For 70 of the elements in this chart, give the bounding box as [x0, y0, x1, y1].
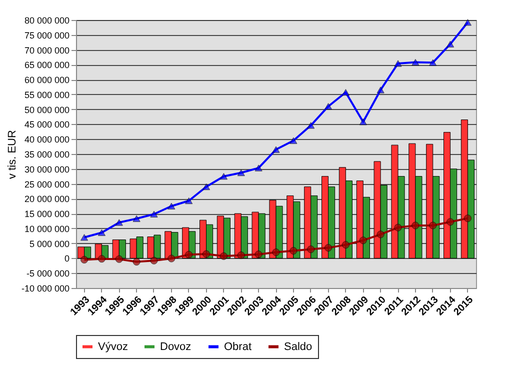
y-tick-label: 40 000 000: [24, 134, 70, 145]
legend-label: Obrat: [224, 340, 252, 353]
point: [98, 229, 106, 236]
point: [237, 251, 245, 260]
y-tick-label: 80 000 000: [24, 16, 70, 26]
y-tick-label: 5 000 000: [29, 238, 70, 249]
y-axis-title: v tis. EUR: [6, 130, 18, 179]
y-tick-label: 30 000 000: [24, 164, 70, 174]
point: [307, 122, 315, 129]
point: [132, 258, 140, 266]
point: [272, 248, 280, 256]
y-tick-label: 15 000 000: [24, 209, 70, 220]
point: [150, 256, 158, 264]
point: [254, 250, 262, 258]
y-tick-label: 10 000 000: [24, 224, 70, 234]
point: [324, 103, 332, 110]
point: [272, 146, 280, 153]
y-tick-label: 35 000 000: [24, 150, 70, 160]
point: [376, 230, 384, 238]
point: [394, 60, 402, 67]
point: [446, 218, 454, 226]
y-tick-label: 75 000 000: [24, 30, 70, 40]
y-tick-label: 60 000 000: [24, 75, 70, 86]
point: [429, 59, 437, 66]
point: [168, 254, 176, 262]
point: [342, 241, 350, 249]
point: [359, 236, 367, 244]
y-tick-label: 50 000 000: [24, 104, 70, 115]
point: [80, 256, 88, 264]
point: [359, 118, 367, 126]
point: [412, 222, 420, 230]
y-tick-label: 0: [64, 254, 70, 264]
point: [237, 169, 245, 176]
y-tick-label: -5 000 000: [26, 268, 70, 279]
legend-label: Saldo: [284, 340, 312, 353]
y-tick-label: 55 000 000: [24, 90, 70, 100]
point: [324, 244, 332, 252]
y-tick-label: -10 000 000: [21, 284, 70, 294]
point: [394, 224, 402, 232]
point: [132, 215, 140, 222]
point: [220, 252, 228, 260]
point: [412, 58, 420, 66]
point: [307, 246, 315, 254]
legend-label: Dovoz: [160, 340, 192, 353]
y-tick-label: 70 000 000: [24, 45, 70, 56]
point: [98, 255, 106, 263]
point: [185, 197, 193, 204]
point: [464, 214, 472, 222]
y-tick-label: 65 000 000: [24, 60, 70, 70]
point: [202, 250, 210, 258]
point: [80, 234, 88, 241]
point: [464, 19, 472, 26]
y-tick-label: 20 000 000: [24, 194, 70, 204]
point: [342, 89, 350, 96]
point: [202, 183, 210, 190]
point: [185, 250, 193, 258]
y-tick-label: 25 000 000: [24, 179, 70, 190]
point: [446, 40, 454, 48]
point: [429, 222, 437, 230]
point: [168, 202, 176, 210]
point: [150, 210, 158, 218]
point: [376, 86, 384, 94]
point: [254, 164, 262, 172]
y-tick-label: 45 000 000: [24, 120, 70, 130]
point: [220, 173, 228, 180]
point: [290, 137, 298, 144]
point: [115, 255, 123, 263]
point: [115, 219, 123, 226]
point: [290, 247, 298, 255]
legend-label: Vývoz: [98, 340, 128, 353]
